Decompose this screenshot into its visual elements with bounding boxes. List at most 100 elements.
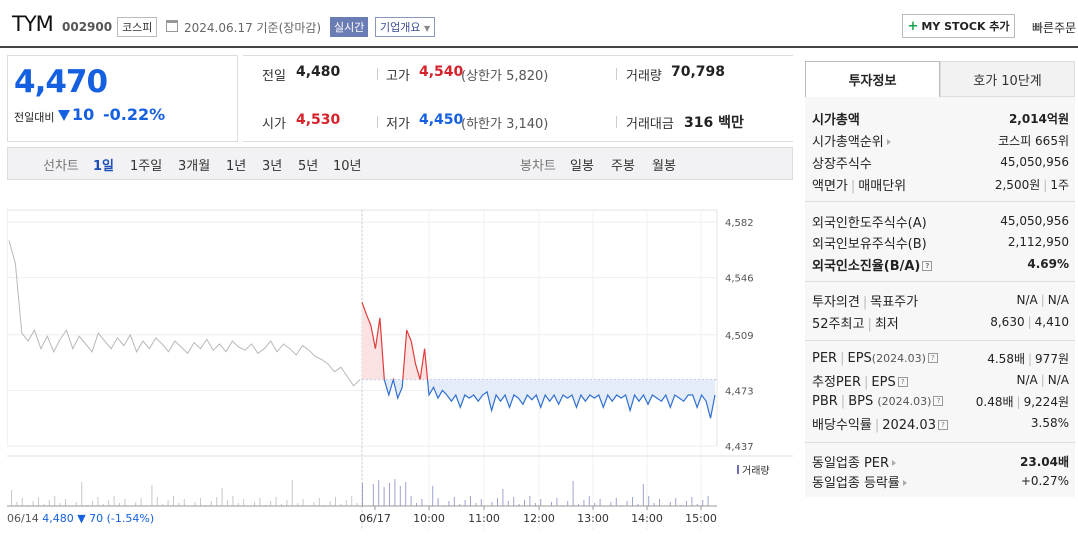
price-change-pct: -0.22% xyxy=(103,105,166,124)
period-3y[interactable]: 3년 xyxy=(262,159,283,174)
period-bar xyxy=(7,147,793,180)
volume-bar xyxy=(227,500,228,506)
volume-bar xyxy=(556,498,558,506)
volume-bar xyxy=(372,484,374,506)
shares-row: 상장주식수 45,050,956 xyxy=(812,152,1069,172)
industry-rate-label[interactable]: 동일업종 등락률 xyxy=(812,472,907,491)
volume-bar xyxy=(340,504,342,506)
volume-bar xyxy=(405,482,407,506)
volume-bar xyxy=(16,502,18,506)
candle-chart-label: 봉차트 xyxy=(520,159,556,174)
volume-bar xyxy=(659,499,660,506)
volume-bar xyxy=(243,499,245,506)
volume-bar xyxy=(81,482,83,506)
arrow-right-icon xyxy=(886,139,891,145)
price-stats xyxy=(243,55,793,142)
w52-value: 8,630 | 4,410 xyxy=(990,315,1069,329)
shares-value: 45,050,956 xyxy=(1000,155,1069,169)
w52-label: 52주최고 | 최저 xyxy=(812,316,899,332)
help-icon[interactable]: ? xyxy=(927,353,938,363)
volume-bar xyxy=(48,500,50,506)
info-tabs: 투자정보 호가 10단계 xyxy=(805,61,1075,97)
volume-bar xyxy=(383,487,385,506)
help-icon[interactable]: ? xyxy=(922,261,933,271)
volume-bar xyxy=(254,502,255,506)
period-1w[interactable]: 1주일 xyxy=(130,159,163,174)
volume-bar xyxy=(221,488,223,506)
candle-weekly[interactable]: 주봉 xyxy=(611,159,635,174)
w52-row: 52주최고 | 최저 8,630 | 4,410 xyxy=(812,312,1069,332)
volume-bar xyxy=(675,498,677,506)
period-10y[interactable]: 10년 xyxy=(333,159,362,174)
par-number: 2,500원 xyxy=(994,177,1041,192)
volume-bar xyxy=(464,500,466,506)
divider xyxy=(616,68,617,80)
volume-bar xyxy=(513,497,515,506)
per-number: 4.58배 xyxy=(987,351,1025,366)
foreign-hold-value: 2,112,950 xyxy=(1007,235,1069,249)
foreign-ratio-text: 외국인소진율(B/A) xyxy=(812,258,921,274)
section-divider xyxy=(805,281,1075,282)
foreign-ratio-row: 외국인소진율(B/A)? 4.69% xyxy=(812,254,1069,274)
foreign-limit-row: 외국인한도주식수(A) 45,050,956 xyxy=(812,211,1069,231)
volume-bar xyxy=(588,496,590,506)
volume-bar xyxy=(97,497,99,506)
market-badge: 코스피 xyxy=(117,17,158,37)
help-icon[interactable]: ? xyxy=(933,396,944,406)
volume-bar xyxy=(416,503,417,506)
shares-label: 상장주식수 xyxy=(812,156,872,172)
realtime-button[interactable]: 실시간 xyxy=(330,17,369,37)
low-label: 저가 xyxy=(386,117,410,132)
industry-per-label[interactable]: 동일업종 PER xyxy=(812,452,897,471)
amount-unit: 백만 xyxy=(718,115,744,131)
period-3m[interactable]: 3개월 xyxy=(178,159,211,174)
compare-label: 전일대비 xyxy=(14,111,55,124)
help-icon[interactable]: ? xyxy=(937,420,948,430)
volume-bar xyxy=(480,499,482,506)
candle-daily[interactable]: 일봉 xyxy=(570,159,594,174)
period-1d[interactable]: 1일 xyxy=(93,159,115,174)
volume-bar xyxy=(578,504,579,506)
tab-order-book[interactable]: 호가 10단계 xyxy=(940,61,1075,97)
pbr-row: PBR | BPS (2024.03)? 0.48배 | 9,224원 xyxy=(812,391,1069,411)
volume-bar xyxy=(21,498,23,506)
y-tick-label: 4,473 xyxy=(725,386,754,397)
volume-bar xyxy=(140,498,142,506)
price-box xyxy=(7,55,238,142)
candle-monthly[interactable]: 월봉 xyxy=(652,159,676,174)
add-my-stock-label: MY STOCK 추가 xyxy=(921,20,1010,33)
up-area xyxy=(362,302,428,380)
volume-bar xyxy=(232,496,234,506)
corp-info-dropdown[interactable]: 기업개요 ▼ xyxy=(375,17,436,37)
per-label: PER | EPS(2024.03)? xyxy=(812,351,938,366)
line-chart-label: 선차트 xyxy=(43,159,79,174)
today-up-line xyxy=(361,302,429,380)
volume-bar xyxy=(259,498,261,506)
period-1y[interactable]: 1년 xyxy=(226,159,247,174)
est-per-label: 추정PER | EPS? xyxy=(812,371,908,390)
x-tick-label: 14:00 xyxy=(631,512,663,525)
cap-rank-label[interactable]: 시가총액순위 xyxy=(812,131,891,150)
volume-bar xyxy=(102,504,104,506)
prev-value: 4,480 xyxy=(296,64,341,80)
period-5y[interactable]: 5년 xyxy=(298,159,319,174)
foreign-ratio-value: 4.69% xyxy=(1027,257,1069,271)
amount-label: 거래대금 xyxy=(626,117,674,132)
foreign-hold-label: 외국인보유주식수(B) xyxy=(812,236,927,252)
target-text: 목표주가 xyxy=(870,294,919,310)
chevron-down-icon: ▼ xyxy=(423,24,431,33)
volume-bar xyxy=(313,502,315,506)
open-label: 시가 xyxy=(262,117,286,132)
volume-bar xyxy=(270,501,272,506)
quick-order-link[interactable]: 빠른주문 xyxy=(1032,21,1077,35)
add-my-stock-button[interactable]: + MY STOCK 추가 xyxy=(902,14,1015,38)
x-tick-label: 11:00 xyxy=(468,512,500,525)
volume-bar xyxy=(11,490,12,506)
help-icon[interactable]: ? xyxy=(897,377,908,387)
open-value: 4,530 xyxy=(296,112,341,128)
dividend-text: 배당수익률 xyxy=(812,417,872,433)
low-value: 4,450 xyxy=(419,112,464,128)
intraday-chart[interactable]: 4,582 4,546 4,509 4,473 4,437 거래량 06/17 10:00 11… xyxy=(7,188,793,540)
volume-bar xyxy=(32,501,34,506)
tab-invest-info[interactable]: 투자정보 xyxy=(805,61,940,97)
